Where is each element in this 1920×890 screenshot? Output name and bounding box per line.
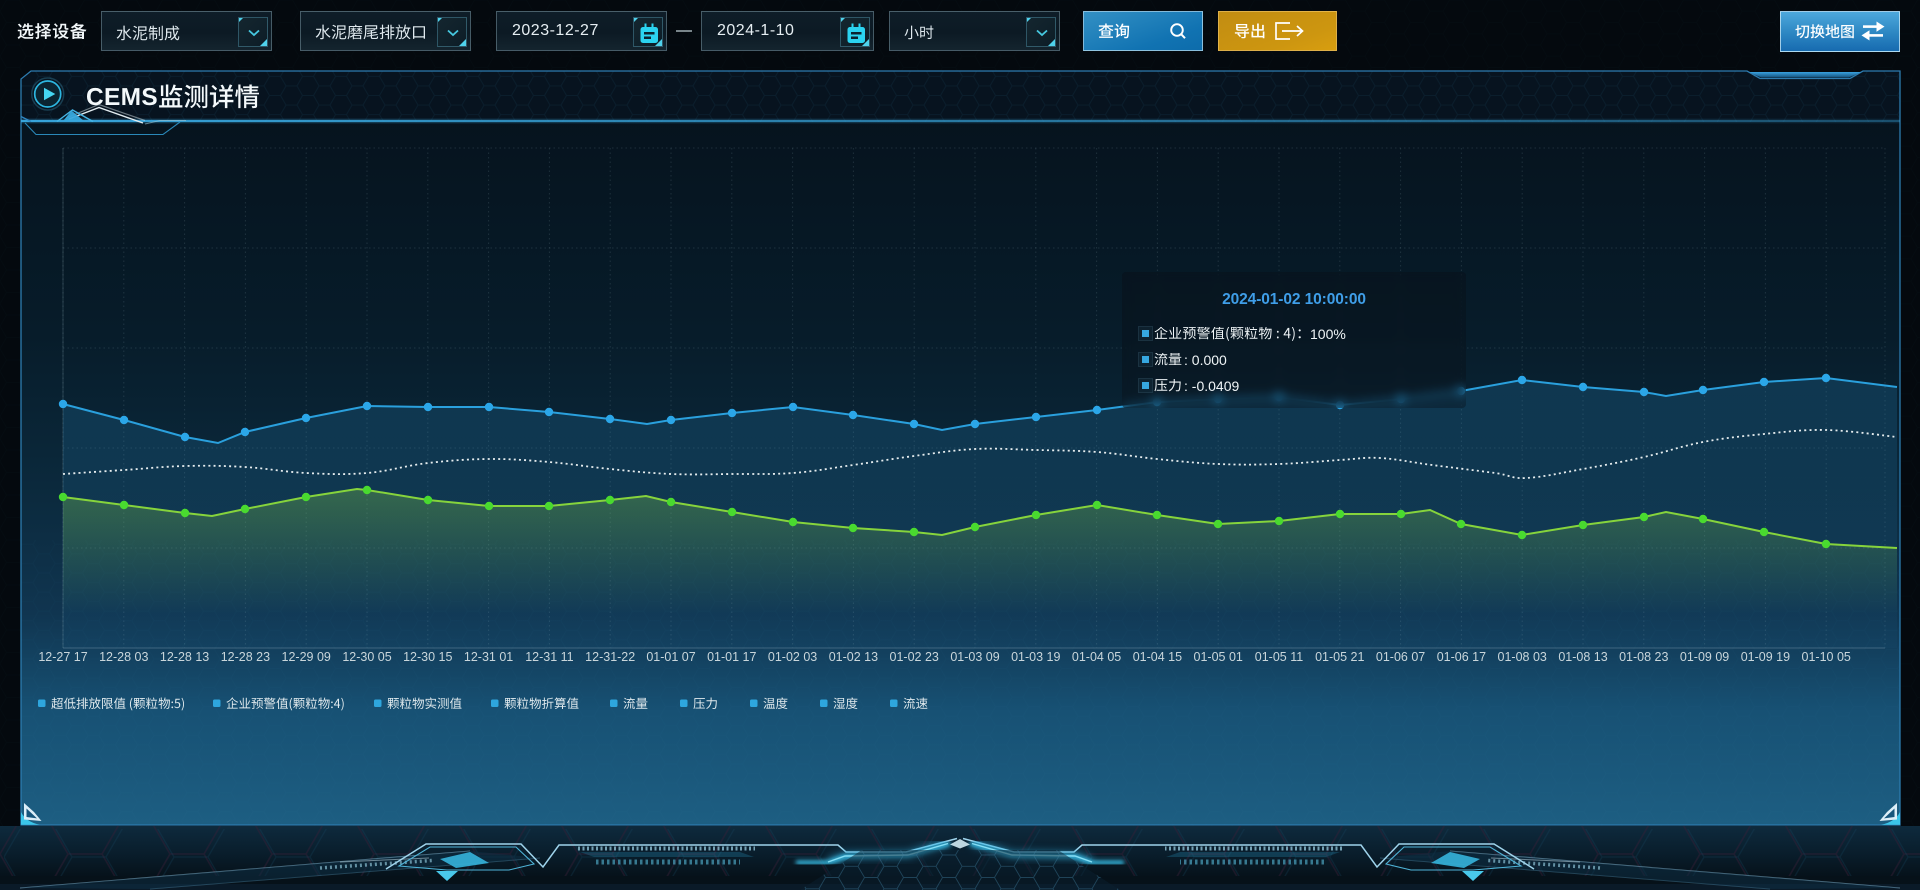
svg-text:01-05 01: 01-05 01 xyxy=(1194,650,1243,664)
svg-text:12-30 15: 12-30 15 xyxy=(403,650,452,664)
svg-text:01-04 05: 01-04 05 xyxy=(1072,650,1121,664)
svg-text:01-08 23: 01-08 23 xyxy=(1619,650,1668,664)
svg-text:01-06 17: 01-06 17 xyxy=(1437,650,1486,664)
svg-text:12-31 11: 12-31 11 xyxy=(525,650,573,664)
svg-text:01-03 19: 01-03 19 xyxy=(1011,650,1060,664)
svg-text:01-06 07: 01-06 07 xyxy=(1376,650,1425,664)
svg-text:01-02 23: 01-02 23 xyxy=(890,650,939,664)
svg-text:12-28 23: 12-28 23 xyxy=(221,650,270,664)
svg-text:12-30 05: 12-30 05 xyxy=(342,650,391,664)
svg-text:01-02 13: 01-02 13 xyxy=(829,650,878,664)
svg-text:01-05 21: 01-05 21 xyxy=(1315,650,1364,664)
svg-text:01-09 19: 01-09 19 xyxy=(1741,650,1790,664)
svg-text:12-31-22: 12-31-22 xyxy=(585,650,635,664)
svg-text:12-27 17: 12-27 17 xyxy=(38,650,87,664)
svg-text:12-28 13: 12-28 13 xyxy=(160,650,209,664)
svg-text:01-08 03: 01-08 03 xyxy=(1498,650,1547,664)
svg-text:01-04 15: 01-04 15 xyxy=(1133,650,1182,664)
svg-text:01-08 13: 01-08 13 xyxy=(1558,650,1607,664)
svg-text:01-10 05: 01-10 05 xyxy=(1802,650,1851,664)
svg-text:12-31 01: 12-31 01 xyxy=(464,650,513,664)
svg-text:01-01 07: 01-01 07 xyxy=(646,650,695,664)
svg-text:01-05 11: 01-05 11 xyxy=(1255,650,1303,664)
svg-text:12-29 09: 12-29 09 xyxy=(282,650,331,664)
svg-text:01-03 09: 01-03 09 xyxy=(950,650,999,664)
svg-text:01-01 17: 01-01 17 xyxy=(707,650,756,664)
svg-text:01-02 03: 01-02 03 xyxy=(768,650,817,664)
svg-text:12-28 03: 12-28 03 xyxy=(99,650,148,664)
svg-text:01-09 09: 01-09 09 xyxy=(1680,650,1729,664)
